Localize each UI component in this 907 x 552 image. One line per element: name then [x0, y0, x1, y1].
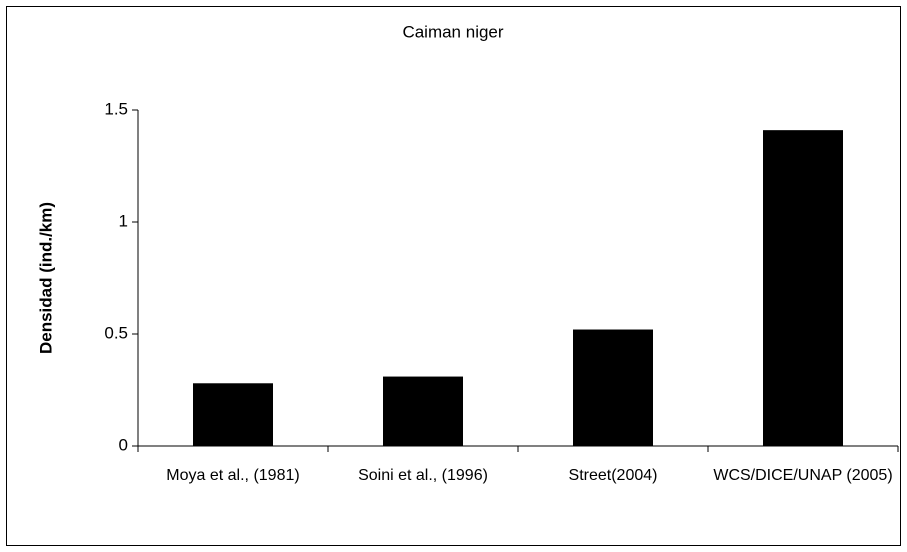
bar [763, 130, 843, 446]
chart-title: Caiman niger [402, 22, 503, 41]
y-tick-label: 0 [119, 435, 128, 454]
y-axis-label: Densidad (ind./km) [36, 202, 55, 354]
x-tick-label: Moya et al., (1981) [166, 467, 299, 484]
x-tick-label: WCS/DICE/UNAP (2005) [713, 467, 892, 484]
x-tick-label: Street(2004) [569, 467, 658, 484]
y-tick-label: 0.5 [104, 323, 128, 342]
chart-border [6, 6, 901, 546]
y-tick-label: 1 [119, 211, 128, 230]
bar [573, 329, 653, 446]
bar [383, 376, 463, 446]
bar [193, 383, 273, 446]
y-tick-label: 1.5 [104, 99, 128, 118]
x-tick-label: Soini et al., (1996) [358, 467, 488, 484]
